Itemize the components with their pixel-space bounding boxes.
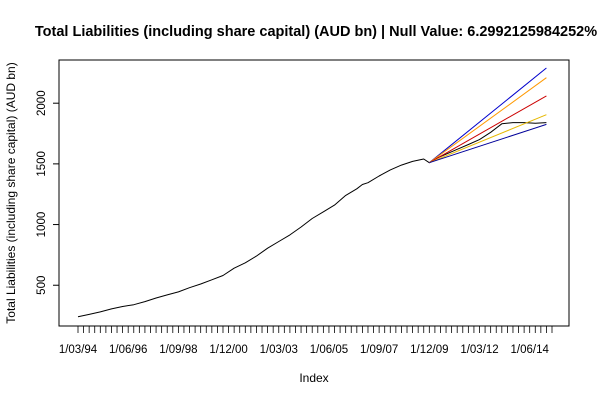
series-line-actual <box>77 122 547 318</box>
x-tick-label: 1/06/96 <box>109 344 147 356</box>
x-tick-label: 1/12/00 <box>209 344 247 356</box>
x-tick-label: 1/03/94 <box>59 344 98 356</box>
y-tick-label: 1000 <box>36 212 48 238</box>
x-axis: 1/03/94 1/06/96 1/09/98 1/12/00 1/03/03 1/06/… <box>59 326 553 356</box>
x-tick-label: 1/03/12 <box>460 344 498 356</box>
x-tick-label: 1/09/07 <box>360 344 398 356</box>
y-tick-label: 2000 <box>36 90 48 116</box>
series-line-projection <box>429 114 547 164</box>
y-axis-label: Total Liabilities (including share capit… <box>4 62 18 323</box>
x-tick-label: 1/06/14 <box>511 344 550 356</box>
x-tick-label: 1/09/98 <box>159 344 197 356</box>
chart-title: Total Liabilities (including share capit… <box>35 24 597 40</box>
series-line-projection <box>429 77 547 164</box>
y-axis: 500 1000 1500 2000 <box>36 90 59 295</box>
plot-frame <box>58 59 570 327</box>
series-line-projection <box>429 123 547 164</box>
x-tick-label: 1/12/09 <box>410 344 448 356</box>
x-tick-label: 1/06/05 <box>310 344 348 356</box>
y-tick-label: 1500 <box>36 151 48 177</box>
series-layer <box>77 67 547 318</box>
x-tick-label: 1/03/03 <box>260 344 298 356</box>
series-line-projection <box>428 67 547 164</box>
y-tick-label: 500 <box>36 276 48 295</box>
x-axis-label: Index <box>299 371 328 385</box>
series-line-projection <box>429 95 547 164</box>
